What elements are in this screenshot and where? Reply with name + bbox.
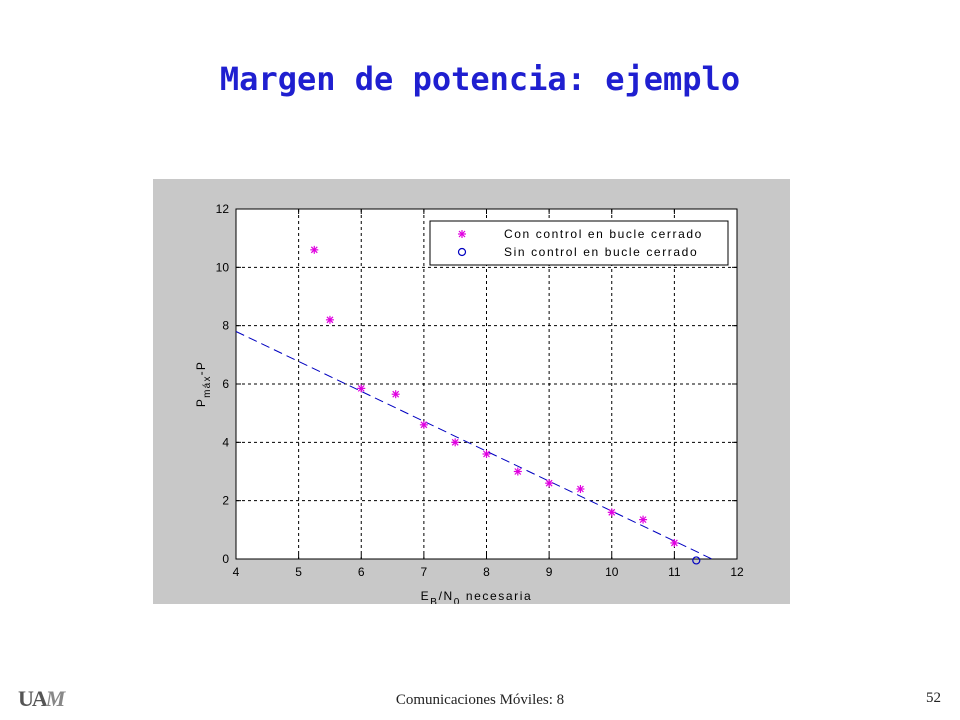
x-tick-label: 8: [483, 565, 490, 579]
data-point-con-control: [482, 450, 491, 458]
y-tick-label: 10: [216, 260, 230, 274]
footer-text: Comunicaciones Móviles: 8: [395, 692, 565, 708]
x-tick-label: 7: [421, 565, 428, 579]
data-point-con-control: [451, 438, 460, 447]
data-point-sin-control: [692, 556, 701, 565]
y-tick-label: 6: [222, 377, 229, 391]
power-margin-chart: 4 5 6 7 8 9 10 11 12 0 2 4 6 8 10 12 Con control en bucl…: [194, 202, 744, 604]
data-point-con-control: [325, 315, 334, 324]
y-tick-label: 8: [222, 319, 229, 333]
y-tick-label: 0: [222, 552, 229, 566]
slide-title: Margen de potencia: ejemplo: [219, 60, 741, 98]
x-tick-label: 6: [358, 565, 365, 579]
data-point-con-control: [419, 420, 428, 429]
data-point-con-control: [607, 508, 616, 517]
legend-marker-sin-control: [457, 247, 467, 257]
y-tick-label: 2: [222, 494, 229, 508]
x-tick-label: 9: [546, 565, 553, 579]
data-point-con-control: [391, 390, 400, 399]
fit-line: [235, 331, 713, 560]
data-point-con-control: [639, 515, 648, 524]
legend-label-sin-control: Sin control en bucle cerrado: [504, 245, 698, 259]
x-tick-label: 12: [730, 565, 744, 579]
x-tick-label: 5: [295, 565, 302, 579]
x-tick-label: 11: [668, 565, 681, 579]
uam-logo: UAM: [18, 686, 65, 711]
legend-marker-con-control: [458, 230, 466, 238]
x-tick-label: 10: [605, 565, 619, 579]
data-point-con-control: [576, 485, 585, 493]
x-tick-label: 4: [233, 565, 240, 579]
data-point-con-control: [670, 538, 679, 547]
data-point-con-control: [513, 467, 522, 476]
y-axis-label: Pmáx-P: [194, 361, 213, 407]
legend-box: [429, 220, 729, 266]
data-point-con-control: [357, 384, 366, 393]
y-tick-label: 12: [216, 202, 230, 216]
y-tick-label: 4: [222, 435, 229, 449]
data-point-con-control: [310, 245, 319, 254]
data-point-con-control: [545, 479, 554, 488]
legend-label-con-control: Con control en bucle cerrado: [504, 227, 703, 241]
page-number: 52: [926, 690, 941, 706]
figure-panel: 4 5 6 7 8 9 10 11 12 0 2 4 6 8 10 12 Con control en bucl…: [153, 179, 790, 604]
x-axis-label: EB/N0 necesaria: [421, 589, 533, 604]
